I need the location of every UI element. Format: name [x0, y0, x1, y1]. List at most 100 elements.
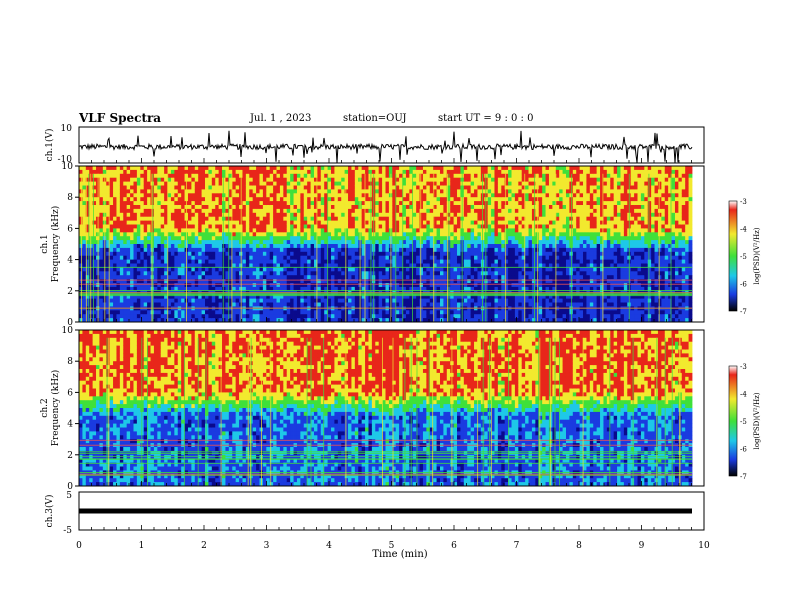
spectrogram-cell [140, 205, 145, 210]
spectrogram-cell [317, 169, 322, 175]
spectrogram-cell [208, 294, 213, 299]
spectrogram-cell [79, 201, 83, 206]
spectrogram-cell [116, 236, 121, 241]
spectrogram-cell [501, 208, 506, 214]
spectrogram-cell [205, 208, 209, 214]
spectrogram-cell [143, 318, 148, 323]
spectrogram-cell [205, 173, 209, 179]
spectrogram-cell [269, 212, 274, 218]
spectrogram-cell [140, 294, 145, 299]
spectrogram-cell [395, 169, 400, 175]
spectrogram-cell [412, 263, 417, 268]
spectrogram-cell [450, 247, 455, 253]
spectrogram-cell [334, 208, 339, 214]
spectrogram-cell [215, 208, 220, 214]
spectrogram-cell [310, 173, 315, 179]
spectrogram-cell [283, 181, 288, 186]
spectrogram-cell [283, 318, 288, 323]
spectrogram-cell [126, 220, 131, 225]
spectrogram-cell [85, 177, 90, 182]
spectrogram-cell [191, 271, 196, 276]
spectrogram-cell [133, 216, 138, 221]
spectrogram-cell [276, 314, 281, 319]
spectrogram-cell [147, 310, 151, 315]
spectrogram-cell [470, 283, 475, 288]
spectrogram-cell [252, 255, 257, 260]
spectrogram-cell [412, 177, 417, 182]
spectrogram-cell [157, 169, 162, 175]
spectrogram-cell [157, 216, 162, 221]
spectrogram-cell [307, 240, 311, 245]
spectrogram-cell [201, 208, 206, 214]
spectrogram-cell [320, 181, 325, 186]
spectrogram-cell [303, 212, 308, 218]
spectrogram-cell [344, 310, 349, 315]
spectrogram-cell [382, 185, 386, 190]
spectrogram-cell [143, 244, 148, 249]
spectrogram-cell [341, 263, 346, 268]
spectrogram-cell [419, 244, 424, 249]
spectrogram-cell [82, 298, 87, 303]
spectrogram-cell [429, 189, 434, 194]
spectrogram-cell [310, 251, 315, 257]
spectrogram-cell [170, 208, 175, 214]
spectrogram-cell [433, 216, 437, 221]
spectrogram-cell [290, 298, 294, 303]
spectrogram-cell [99, 177, 104, 182]
spectrogram-cell [92, 212, 97, 218]
spectrogram-cell [375, 244, 380, 249]
spectrogram-cell [368, 298, 373, 303]
spectrogram-cell [409, 220, 414, 225]
spectrogram-cell [324, 318, 329, 323]
spectrogram-cell [487, 224, 492, 229]
spectrogram-cell [222, 318, 226, 323]
spectrogram-cell [443, 220, 448, 225]
spectrogram-cell [215, 236, 220, 241]
spectrogram-cell [245, 193, 250, 198]
spectrogram-cell [242, 247, 247, 253]
spectrogram-cell [399, 181, 403, 186]
spectrogram-cell [167, 302, 172, 307]
spectrogram-cell [201, 173, 206, 179]
spectrogram-cell [191, 267, 196, 272]
spectrogram-cell [487, 286, 492, 292]
spectrogram-cell [341, 298, 346, 303]
spectrogram-cell [225, 166, 230, 171]
spectrogram-cell [133, 193, 138, 198]
spectrogram-cell [225, 181, 230, 186]
spectrogram-cell [474, 166, 478, 171]
spectrogram-cell [205, 259, 209, 264]
spectrogram-cell [218, 255, 223, 260]
spectrogram-cell [300, 286, 305, 292]
spectrogram-cell [497, 302, 502, 307]
spectrogram-cell [279, 236, 284, 241]
spectrogram-cell [191, 177, 196, 182]
spectrogram-cell [409, 197, 414, 202]
spectrogram-cell [286, 166, 291, 171]
spectrogram-cell [416, 275, 420, 280]
spectrogram-cell [235, 208, 240, 214]
spectrogram-cell [310, 201, 315, 206]
spectrogram-cell [453, 169, 458, 175]
spectrogram-cell [106, 220, 111, 225]
spectrogram-cell [167, 310, 172, 315]
spectrogram-cell [262, 205, 267, 210]
spectrogram-cell [167, 263, 172, 268]
spectrogram-cell [147, 189, 151, 194]
spectrogram-cell [215, 310, 220, 315]
spectrogram-cell [164, 220, 168, 225]
spectrogram-cell [307, 212, 311, 218]
spectrogram-cell [181, 201, 185, 206]
spectrogram-cell [300, 310, 305, 315]
spectrogram-cell [334, 166, 339, 171]
spectrogram-cell [293, 294, 298, 299]
spectrogram-cell [313, 318, 318, 323]
spectrogram-cell [491, 220, 495, 225]
spectrogram-cell [198, 240, 202, 245]
spectrogram-cell [177, 263, 182, 268]
spectrogram-cell [474, 318, 478, 323]
spectrogram-cell [317, 181, 322, 186]
spectrogram-cell [412, 236, 417, 241]
spectrogram-cell [194, 205, 199, 210]
spectrogram-cell [198, 263, 202, 268]
